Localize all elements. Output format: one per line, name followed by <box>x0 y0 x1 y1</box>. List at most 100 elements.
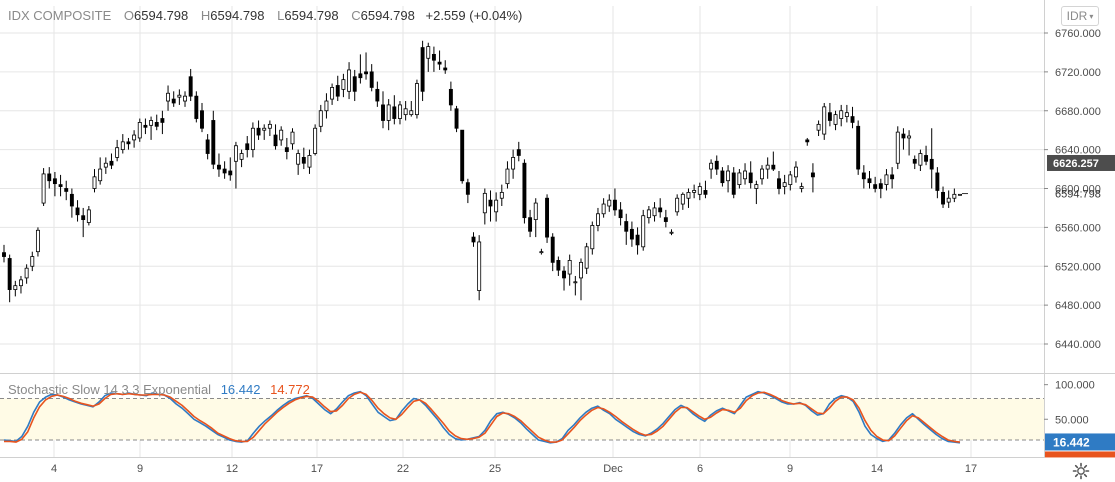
low-value: 6594.798 <box>284 8 339 23</box>
candle-body <box>30 256 35 267</box>
candle-body <box>822 106 827 135</box>
candle-body <box>313 127 318 154</box>
candle-body <box>160 118 165 123</box>
stochastic-name[interactable]: Stochastic Slow 14 3 3 Exponential <box>8 382 212 397</box>
time-tick-label: 14 <box>871 463 883 475</box>
candle-body <box>499 191 504 199</box>
candle-body <box>98 168 103 182</box>
currency-button[interactable]: IDR ▾ <box>1061 6 1099 26</box>
time-tick-label: 22 <box>397 463 409 475</box>
candle-body <box>47 173 52 182</box>
stochastic-k-badge-label: 16.442 <box>1053 435 1090 449</box>
candle-body <box>2 252 6 257</box>
candle-body <box>330 87 335 100</box>
stochastic-legend: Stochastic Slow 14 3 3 Exponential 16.44… <box>8 382 310 397</box>
candle-body <box>646 209 651 219</box>
candle-body <box>624 221 629 232</box>
candle-body <box>75 207 80 216</box>
candle-body <box>550 236 555 263</box>
time-tick-label: 9 <box>787 463 793 475</box>
candle-body <box>414 83 419 116</box>
price-tick-label: 6640.000 <box>1055 145 1101 157</box>
candle-body <box>901 133 906 139</box>
candle-body <box>946 197 951 203</box>
candle-body <box>511 156 516 170</box>
candle-body <box>884 174 889 186</box>
candle-body <box>522 162 527 219</box>
candle-body <box>103 162 108 168</box>
candle-body <box>465 182 470 195</box>
open-label: O <box>123 8 135 23</box>
time-tick-label: 25 <box>489 463 501 475</box>
symbol-name[interactable]: IDX COMPOSITE <box>8 8 112 23</box>
change-value: +2.559 (+0.04%) <box>425 8 523 23</box>
candle-body <box>250 127 255 151</box>
candle-body <box>290 131 295 145</box>
candle-body <box>460 129 465 182</box>
candle-body <box>115 147 120 158</box>
candle-body <box>686 191 691 199</box>
candle-body <box>381 104 385 121</box>
candle-body <box>680 193 685 205</box>
candlestick-series <box>2 40 962 303</box>
candle-body <box>675 197 680 213</box>
candle-body <box>579 261 583 279</box>
candle-body <box>861 172 866 180</box>
price-tick-label: 6560.000 <box>1055 222 1101 234</box>
candle-body <box>810 172 815 178</box>
candle-body <box>375 88 380 102</box>
stochastic-band <box>0 398 1044 440</box>
candle-body <box>143 124 148 128</box>
time-tick-label: Dec <box>603 463 623 475</box>
candle-body <box>154 122 159 127</box>
candle-body <box>924 155 929 162</box>
candle-body <box>211 120 216 165</box>
low-label: L <box>277 8 285 23</box>
candle-body <box>941 191 945 205</box>
candle-body <box>703 190 708 195</box>
candle-body <box>409 110 414 116</box>
candle-body <box>573 281 578 284</box>
candle-body <box>771 164 776 170</box>
candle-body <box>19 279 23 287</box>
candle-body <box>233 145 238 162</box>
time-tick-label: 9 <box>137 463 143 475</box>
candle-body <box>601 203 606 215</box>
candle-body <box>352 76 357 92</box>
time-tick-label: 4 <box>51 463 57 475</box>
candle-body <box>13 285 18 290</box>
currency-label: IDR <box>1066 9 1088 23</box>
candle-body <box>918 153 923 166</box>
candle-body <box>618 209 623 219</box>
candle-body <box>539 251 544 254</box>
candle-body <box>777 178 781 189</box>
candle-body <box>929 158 934 170</box>
candle-body <box>222 168 227 174</box>
stochastic-d-value: 14.772 <box>270 382 310 397</box>
time-tick-label: 17 <box>965 463 977 475</box>
candle-body <box>58 184 63 187</box>
candle-body <box>166 92 171 102</box>
candle-body <box>448 88 453 106</box>
price-tick-label: 6520.000 <box>1055 261 1101 273</box>
candle-body <box>296 153 301 165</box>
candle-body <box>799 186 804 189</box>
candle-body <box>132 134 137 141</box>
candle-body <box>431 53 436 61</box>
candle-body <box>505 168 510 185</box>
candle-body <box>726 170 731 182</box>
candle-body <box>952 193 957 199</box>
gear-icon[interactable] <box>1072 462 1090 480</box>
candle-body <box>839 110 844 119</box>
candle-body <box>912 158 917 164</box>
candle-body <box>754 184 759 189</box>
candle-body <box>454 108 459 129</box>
price-tick-label: 6480.000 <box>1055 300 1101 312</box>
candle-body <box>720 170 725 184</box>
candle-body <box>52 178 57 185</box>
stochastic-k-badge <box>1045 433 1115 451</box>
candle-body <box>641 215 646 248</box>
